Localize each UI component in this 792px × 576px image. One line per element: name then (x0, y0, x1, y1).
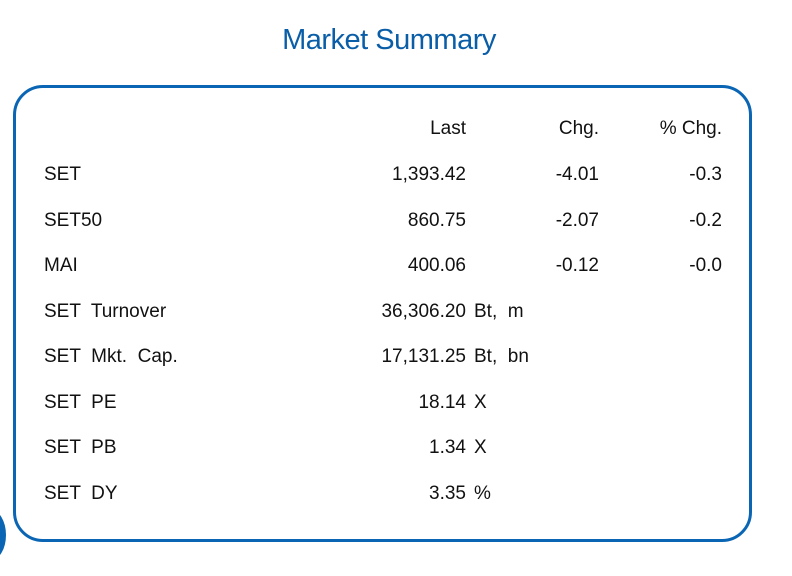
row-label-turnover: SET Turnover (44, 301, 167, 322)
column-header-chg: Chg. (558, 118, 599, 139)
row-last-mai: 400.06 (407, 255, 466, 276)
row-label-pb: SET PB (44, 437, 117, 458)
row-label-set: SET (44, 164, 81, 185)
page-title: Market Summary (282, 24, 496, 56)
row-last-set: 1,393.42 (392, 164, 466, 185)
row-value-pe: 18.14 (418, 392, 466, 413)
row-pct-chg-set: -0.3 (689, 164, 722, 185)
row-unit-dy: % (474, 483, 491, 504)
row-unit-mkt-cap: Bt, bn (474, 346, 529, 367)
row-last-set50: 860.75 (407, 210, 466, 231)
row-label-pe: SET PE (44, 392, 117, 413)
row-unit-pb: X (474, 437, 487, 458)
row-unit-pe: X (474, 392, 487, 413)
column-header-last: Last (430, 118, 466, 139)
row-label-dy: SET DY (44, 483, 118, 504)
row-chg-set50: -2.07 (555, 210, 599, 231)
row-value-dy: 3.35 (429, 483, 466, 504)
row-value-pb: 1.34 (429, 437, 466, 458)
row-value-mkt-cap: 17,131.25 (381, 346, 466, 367)
row-pct-chg-set50: -0.2 (689, 210, 722, 231)
row-label-mai: MAI (44, 255, 78, 276)
row-unit-turnover: Bt, m (474, 301, 524, 322)
row-chg-set: -4.01 (555, 164, 599, 185)
summary-panel (13, 85, 752, 542)
row-label-set50: SET50 (44, 210, 103, 231)
decorative-circle (0, 510, 6, 560)
row-value-turnover: 36,306.20 (381, 301, 466, 322)
row-pct-chg-mai: -0.0 (689, 255, 722, 276)
row-label-mkt-cap: SET Mkt. Cap. (44, 346, 178, 367)
row-chg-mai: -0.12 (555, 255, 599, 276)
column-header-pct-chg: % Chg. (659, 118, 722, 139)
